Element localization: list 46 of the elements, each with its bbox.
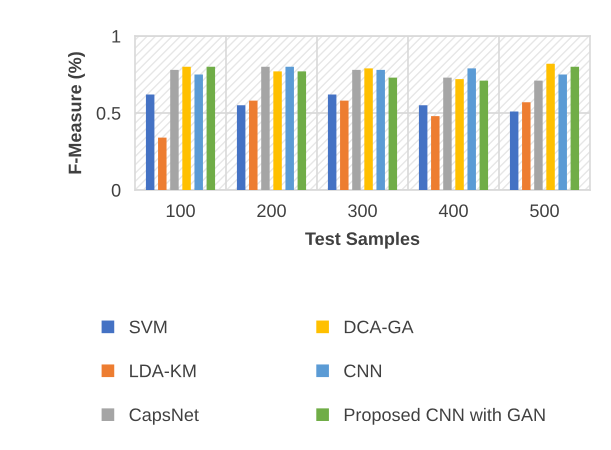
bar bbox=[249, 100, 258, 190]
bar bbox=[206, 66, 216, 190]
x-tick-label: 200 bbox=[257, 204, 286, 218]
x-tick-label: 400 bbox=[438, 204, 468, 218]
bar bbox=[352, 70, 361, 190]
bar bbox=[328, 94, 336, 190]
bar bbox=[364, 68, 373, 190]
bar bbox=[146, 94, 154, 190]
bar bbox=[534, 80, 543, 190]
y-tick-label: 0 bbox=[112, 184, 120, 197]
legend-label: CNN bbox=[344, 364, 382, 378]
x-tick-label: 100 bbox=[166, 204, 195, 218]
y-axis-title: F-Measure (%) bbox=[68, 52, 85, 174]
bar bbox=[418, 105, 428, 190]
x-tick-label: 500 bbox=[530, 204, 559, 218]
bar bbox=[170, 70, 179, 190]
bar bbox=[236, 105, 246, 190]
legend-label: LDA-KM bbox=[130, 364, 196, 378]
legend-label: SVM bbox=[130, 320, 166, 334]
legend-label: DCA-GA bbox=[344, 320, 414, 334]
bar bbox=[298, 71, 306, 190]
bar bbox=[285, 66, 294, 190]
y-tick-label: 1 bbox=[112, 30, 120, 43]
bar bbox=[194, 74, 203, 190]
bar bbox=[455, 79, 464, 190]
y-tick-label: 0.5 bbox=[96, 106, 120, 120]
legend-label: CapsNet bbox=[130, 408, 199, 425]
bar bbox=[273, 71, 282, 190]
bar bbox=[431, 116, 440, 190]
bar bbox=[522, 102, 531, 190]
bar bbox=[158, 138, 167, 190]
bar bbox=[443, 78, 452, 190]
bar bbox=[558, 74, 567, 190]
bar bbox=[182, 66, 191, 190]
bar bbox=[467, 68, 476, 190]
bar bbox=[546, 64, 555, 190]
legend-label: Proposed CNN with GAN bbox=[344, 408, 545, 425]
bar bbox=[340, 100, 349, 190]
bar bbox=[510, 111, 518, 190]
bar bbox=[388, 78, 398, 190]
bar bbox=[376, 70, 385, 190]
x-tick-label: 300 bbox=[348, 204, 377, 218]
bar bbox=[570, 66, 580, 190]
bar bbox=[261, 66, 270, 190]
bar bbox=[480, 80, 488, 190]
x-axis-title: Test Samples bbox=[305, 232, 420, 249]
